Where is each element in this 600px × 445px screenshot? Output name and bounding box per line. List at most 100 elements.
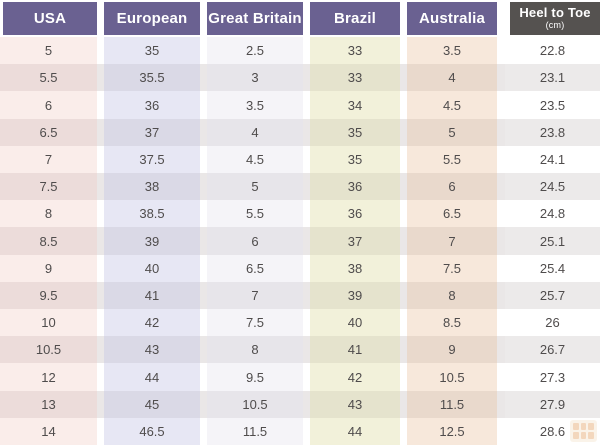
table-cell-brazil: 35 bbox=[310, 118, 400, 146]
table-cell-usa: 7 bbox=[0, 145, 97, 174]
column-gap bbox=[400, 200, 407, 228]
column-gap bbox=[497, 0, 505, 37]
column-gap bbox=[497, 145, 505, 174]
table-cell-australia: 3.5 bbox=[407, 37, 497, 65]
table-cell-brazil: 44 bbox=[310, 417, 400, 445]
column-gap bbox=[303, 281, 310, 310]
table-cell-heel-to-toe: 26 bbox=[505, 309, 600, 337]
table-cell-european: 46.5 bbox=[104, 417, 200, 445]
column-gap bbox=[97, 390, 104, 418]
column-gap bbox=[400, 145, 407, 174]
column-gap bbox=[497, 254, 505, 282]
table-cell-heel-to-toe: 24.8 bbox=[505, 200, 600, 228]
column-gap bbox=[303, 390, 310, 418]
table-cell-european: 38.5 bbox=[104, 200, 200, 228]
column-gap bbox=[497, 309, 505, 337]
column-gap bbox=[97, 64, 104, 92]
table-cell-australia: 7 bbox=[407, 227, 497, 255]
table-row: 12 44 9.5 42 10.5 27.3 bbox=[0, 363, 600, 391]
column-gap bbox=[497, 64, 505, 92]
column-gap bbox=[200, 281, 207, 310]
watermark-logo bbox=[570, 420, 597, 442]
column-gap bbox=[400, 227, 407, 255]
table-row: 10 42 7.5 40 8.5 26 bbox=[0, 309, 600, 337]
column-gap bbox=[400, 363, 407, 391]
column-gap bbox=[400, 309, 407, 337]
table-cell-heel-to-toe: 23.8 bbox=[505, 118, 600, 146]
table-cell-australia: 5 bbox=[407, 118, 497, 146]
column-gap bbox=[497, 37, 505, 65]
table-cell-heel-to-toe: 27.3 bbox=[505, 363, 600, 391]
column-gap bbox=[97, 118, 104, 146]
table-cell-brazil: 33 bbox=[310, 37, 400, 65]
table-row: 5 35 2.5 33 3.5 22.8 bbox=[0, 37, 600, 65]
table-cell-great-britain: 5 bbox=[207, 173, 303, 201]
column-header-brazil: Brazil bbox=[310, 2, 400, 35]
table-row: 10.5 43 8 41 9 26.7 bbox=[0, 336, 600, 364]
table-cell-usa: 10 bbox=[0, 309, 97, 337]
column-gap bbox=[97, 227, 104, 255]
table-row: 6 36 3.5 34 4.5 23.5 bbox=[0, 91, 600, 119]
column-gap bbox=[200, 254, 207, 282]
column-gap bbox=[400, 118, 407, 146]
table-cell-great-britain: 11.5 bbox=[207, 417, 303, 445]
table-cell-australia: 6 bbox=[407, 173, 497, 201]
column-gap bbox=[400, 0, 407, 37]
table-row: 5.5 35.5 3 33 4 23.1 bbox=[0, 64, 600, 92]
column-gap bbox=[200, 0, 207, 37]
table-cell-great-britain: 6.5 bbox=[207, 254, 303, 282]
column-gap bbox=[97, 254, 104, 282]
table-cell-brazil: 33 bbox=[310, 64, 400, 92]
table-cell-usa: 14 bbox=[0, 417, 97, 445]
table-cell-usa: 6.5 bbox=[0, 118, 97, 146]
column-gap bbox=[200, 227, 207, 255]
table-cell-brazil: 37 bbox=[310, 227, 400, 255]
table-cell-heel-to-toe: 24.1 bbox=[505, 145, 600, 174]
column-gap bbox=[200, 336, 207, 364]
column-gap bbox=[97, 91, 104, 119]
column-gap bbox=[97, 145, 104, 174]
column-gap bbox=[97, 0, 104, 37]
table-row: 8.5 39 6 37 7 25.1 bbox=[0, 227, 600, 255]
table-cell-australia: 4.5 bbox=[407, 91, 497, 119]
table-cell-australia: 6.5 bbox=[407, 200, 497, 228]
column-gap bbox=[400, 254, 407, 282]
table-cell-heel-to-toe: 25.7 bbox=[505, 281, 600, 310]
table-cell-usa: 8.5 bbox=[0, 227, 97, 255]
table-cell-heel-to-toe: 25.1 bbox=[505, 227, 600, 255]
table-cell-brazil: 39 bbox=[310, 281, 400, 310]
table-cell-european: 35.5 bbox=[104, 64, 200, 92]
column-gap bbox=[200, 309, 207, 337]
column-gap bbox=[200, 200, 207, 228]
table-cell-brazil: 38 bbox=[310, 254, 400, 282]
table-cell-australia: 9 bbox=[407, 336, 497, 364]
table-cell-great-britain: 7 bbox=[207, 281, 303, 310]
column-gap bbox=[200, 390, 207, 418]
table-cell-usa: 9.5 bbox=[0, 281, 97, 310]
table-row: 9 40 6.5 38 7.5 25.4 bbox=[0, 254, 600, 282]
table-cell-european: 44 bbox=[104, 363, 200, 391]
column-gap bbox=[400, 64, 407, 92]
column-gap bbox=[303, 91, 310, 119]
table-cell-australia: 4 bbox=[407, 64, 497, 92]
column-gap bbox=[400, 37, 407, 65]
column-gap bbox=[400, 281, 407, 310]
column-header-usa: USA bbox=[3, 2, 97, 35]
column-gap bbox=[497, 91, 505, 119]
table-cell-great-britain: 10.5 bbox=[207, 390, 303, 418]
column-gap bbox=[497, 173, 505, 201]
column-gap bbox=[97, 200, 104, 228]
table-cell-european: 39 bbox=[104, 227, 200, 255]
column-gap bbox=[303, 363, 310, 391]
table-cell-great-britain: 3.5 bbox=[207, 91, 303, 119]
column-gap bbox=[303, 0, 310, 37]
table-cell-european: 41 bbox=[104, 281, 200, 310]
table-cell-usa: 8 bbox=[0, 200, 97, 228]
table-cell-great-britain: 3 bbox=[207, 64, 303, 92]
table-cell-brazil: 36 bbox=[310, 200, 400, 228]
table-cell-heel-to-toe: 22.8 bbox=[505, 37, 600, 65]
table-cell-european: 37.5 bbox=[104, 145, 200, 174]
column-gap bbox=[400, 390, 407, 418]
table-cell-brazil: 36 bbox=[310, 173, 400, 201]
table-cell-australia: 7.5 bbox=[407, 254, 497, 282]
